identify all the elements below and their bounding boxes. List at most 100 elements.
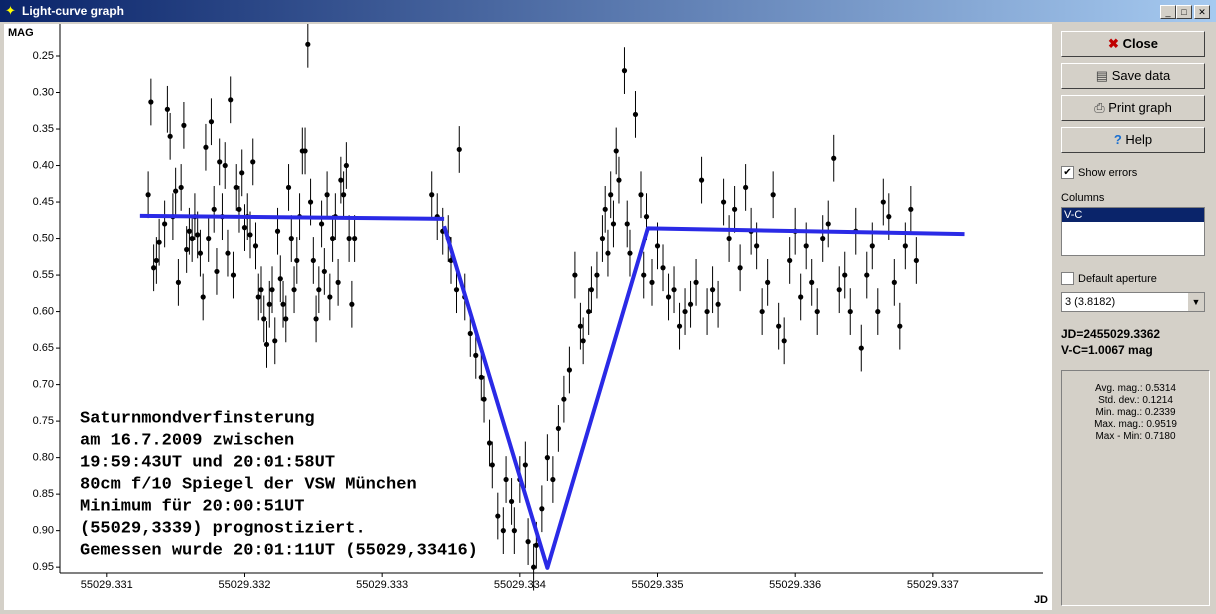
data-point — [272, 338, 278, 344]
data-point — [200, 294, 206, 300]
data-point — [239, 170, 245, 176]
data-point — [335, 279, 341, 285]
data-point — [632, 111, 639, 118]
y-tick-label: 0.40 — [33, 159, 54, 171]
data-point — [241, 225, 248, 231]
print-button[interactable]: ⎙ Print graph — [1061, 95, 1205, 121]
data-point — [842, 272, 848, 278]
annotation-line: 19:59:43UT und 20:01:58UT — [80, 453, 335, 472]
column-item[interactable]: V-C — [1062, 208, 1204, 222]
y-axis-label: MAG — [8, 27, 34, 39]
data-point — [588, 287, 595, 293]
data-point — [156, 239, 162, 245]
stat-line: Max. mag.: 0.9519 — [1094, 419, 1177, 430]
x-tick-label: 55029.337 — [907, 579, 959, 591]
data-point — [891, 279, 897, 285]
data-point — [550, 476, 556, 483]
annotation-line: Minimum für 20:00:51UT — [80, 497, 304, 516]
data-point — [225, 250, 231, 256]
data-point — [338, 177, 344, 183]
data-point — [252, 243, 259, 249]
stat-line: Std. dev.: 0.1214 — [1098, 395, 1173, 406]
data-point — [654, 243, 661, 249]
data-point — [429, 192, 435, 198]
data-point — [489, 462, 495, 468]
data-point — [580, 338, 586, 344]
data-point — [781, 338, 787, 344]
default-aperture-checkbox[interactable] — [1061, 272, 1074, 285]
data-point — [627, 250, 633, 256]
data-point — [269, 287, 275, 293]
stat-line: Avg. mag.: 0.5314 — [1095, 383, 1176, 394]
help-button[interactable]: ? Help — [1061, 127, 1205, 153]
aperture-dropdown[interactable]: 3 (3.8182) ▼ — [1061, 292, 1205, 312]
x-tick-label: 55029.331 — [81, 579, 133, 591]
close-button[interactable]: ✖ Close — [1061, 31, 1205, 57]
data-point — [676, 323, 683, 329]
cursor-jd: JD=2455029.3362 — [1061, 327, 1161, 341]
data-point — [189, 235, 195, 242]
x-tick-label: 55029.336 — [769, 579, 821, 591]
data-point — [613, 148, 619, 154]
columns-label: Columns — [1061, 192, 1105, 204]
data-point — [608, 192, 614, 198]
data-point — [217, 159, 223, 165]
window-title: Light-curve graph — [22, 4, 125, 18]
data-point — [814, 308, 820, 315]
data-point — [316, 287, 322, 293]
data-point — [274, 228, 281, 234]
data-point — [665, 294, 672, 300]
data-point — [709, 287, 716, 293]
data-point — [643, 214, 650, 220]
show-errors-checkbox[interactable]: ✔ — [1061, 166, 1074, 179]
maximize-button[interactable]: □ — [1176, 5, 1192, 19]
data-point — [255, 294, 261, 300]
data-point — [522, 462, 528, 468]
data-point — [453, 287, 460, 293]
data-point — [324, 192, 330, 198]
data-point — [561, 396, 567, 402]
data-point — [897, 323, 903, 329]
save-button[interactable]: ▤ Save data — [1061, 63, 1205, 89]
data-point — [776, 323, 782, 329]
data-point — [173, 188, 179, 194]
y-tick-label: 0.85 — [33, 488, 54, 500]
data-point — [798, 294, 804, 300]
annotation-line: (55029,3339) prognostiziert. — [80, 519, 366, 538]
y-tick-label: 0.60 — [33, 305, 54, 317]
data-point — [880, 199, 886, 205]
data-point — [913, 257, 919, 264]
data-point — [886, 214, 892, 220]
annotation-line: am 16.7.2009 zwischen — [80, 431, 294, 450]
close-window-button[interactable]: ✕ — [1194, 5, 1210, 19]
help-label: Help — [1125, 132, 1153, 147]
data-point — [247, 232, 253, 238]
data-point — [836, 287, 842, 293]
data-point — [858, 345, 864, 351]
data-point — [214, 268, 220, 275]
y-tick-label: 0.55 — [33, 269, 54, 281]
close-label: Close — [1122, 36, 1158, 51]
y-tick-label: 0.35 — [33, 123, 54, 135]
data-point — [195, 232, 201, 238]
data-point — [831, 155, 837, 161]
data-point — [313, 316, 319, 322]
data-point — [809, 279, 815, 285]
data-point — [486, 440, 493, 446]
minimize-button[interactable]: _ — [1160, 5, 1176, 19]
data-point — [473, 352, 479, 358]
data-point — [649, 279, 655, 285]
data-point — [228, 97, 234, 103]
data-point — [641, 272, 647, 278]
data-point — [715, 301, 721, 307]
data-point — [478, 374, 484, 380]
data-point — [511, 528, 517, 534]
data-point — [544, 455, 550, 461]
data-point — [624, 221, 630, 227]
data-point — [305, 41, 311, 47]
data-point — [318, 221, 325, 227]
columns-list[interactable]: V-C — [1061, 207, 1205, 256]
y-tick-label: 0.75 — [33, 415, 54, 427]
data-point — [759, 308, 765, 315]
data-point — [599, 235, 606, 242]
